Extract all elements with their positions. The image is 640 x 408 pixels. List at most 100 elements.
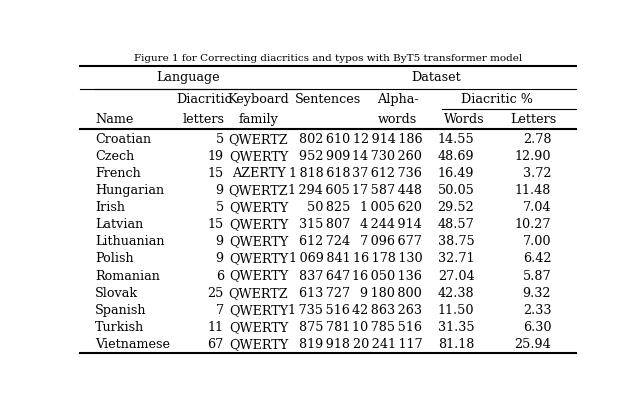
Text: QWERTZ: QWERTZ [228, 287, 289, 300]
Text: QWERTY: QWERTY [229, 150, 288, 163]
Text: Dataset: Dataset [411, 71, 461, 84]
Text: 9: 9 [216, 253, 224, 266]
Text: 9: 9 [216, 184, 224, 197]
Text: QWERTY: QWERTY [229, 218, 288, 231]
Text: Polish: Polish [95, 253, 134, 266]
Text: 29.52: 29.52 [438, 201, 474, 214]
Text: 67: 67 [207, 338, 224, 351]
Text: 802 610: 802 610 [299, 133, 350, 146]
Text: Keyboard: Keyboard [228, 93, 289, 106]
Text: 5: 5 [216, 201, 224, 214]
Text: 819 918: 819 918 [300, 338, 350, 351]
Text: Romanian: Romanian [95, 270, 160, 283]
Text: Turkish: Turkish [95, 321, 144, 334]
Text: Name: Name [95, 113, 133, 126]
Text: AZERTY: AZERTY [232, 167, 285, 180]
Text: 14 730 260: 14 730 260 [353, 150, 422, 163]
Text: 81.18: 81.18 [438, 338, 474, 351]
Text: 10 785 516: 10 785 516 [352, 321, 422, 334]
Text: 875 781: 875 781 [299, 321, 350, 334]
Text: Sentences: Sentences [295, 93, 361, 106]
Text: 6.30: 6.30 [523, 321, 551, 334]
Text: 48.57: 48.57 [438, 218, 474, 231]
Text: Diacritic %: Diacritic % [461, 93, 532, 106]
Text: 1 294 605: 1 294 605 [289, 184, 350, 197]
Text: 11: 11 [208, 321, 224, 334]
Text: 50 825: 50 825 [307, 201, 350, 214]
Text: 15: 15 [207, 167, 224, 180]
Text: 14.55: 14.55 [438, 133, 474, 146]
Text: 38.75: 38.75 [438, 235, 474, 248]
Text: 7 096 677: 7 096 677 [360, 235, 422, 248]
Text: Letters: Letters [511, 113, 557, 126]
Text: QWERTY: QWERTY [229, 321, 288, 334]
Text: 17 587 448: 17 587 448 [352, 184, 422, 197]
Text: 25: 25 [207, 287, 224, 300]
Text: Spanish: Spanish [95, 304, 147, 317]
Text: 9 180 800: 9 180 800 [360, 287, 422, 300]
Text: 42.38: 42.38 [438, 287, 474, 300]
Text: 16 050 136: 16 050 136 [353, 270, 422, 283]
Text: 10.27: 10.27 [515, 218, 551, 231]
Text: QWERTY: QWERTY [229, 235, 288, 248]
Text: Czech: Czech [95, 150, 134, 163]
Text: 27.04: 27.04 [438, 270, 474, 283]
Text: 612 724: 612 724 [299, 235, 350, 248]
Text: 952 909: 952 909 [299, 150, 350, 163]
Text: 11.48: 11.48 [515, 184, 551, 197]
Text: QWERTY: QWERTY [229, 338, 288, 351]
Text: 37 612 736: 37 612 736 [353, 167, 422, 180]
Text: 1 818 618: 1 818 618 [289, 167, 350, 180]
Text: 2.33: 2.33 [523, 304, 551, 317]
Text: Figure 1 for Correcting diacritics and typos with ByT5 transformer model: Figure 1 for Correcting diacritics and t… [134, 54, 522, 63]
Text: QWERTY: QWERTY [229, 270, 288, 283]
Text: letters: letters [183, 113, 225, 126]
Text: 15: 15 [207, 218, 224, 231]
Text: 32.71: 32.71 [438, 253, 474, 266]
Text: 20 241 117: 20 241 117 [353, 338, 422, 351]
Text: 9.32: 9.32 [523, 287, 551, 300]
Text: Diacritic: Diacritic [176, 93, 232, 106]
Text: 6.42: 6.42 [523, 253, 551, 266]
Text: Slovak: Slovak [95, 287, 138, 300]
Text: Lithuanian: Lithuanian [95, 235, 164, 248]
Text: 6: 6 [216, 270, 224, 283]
Text: 1 069 841: 1 069 841 [289, 253, 350, 266]
Text: 5: 5 [216, 133, 224, 146]
Text: 31.35: 31.35 [438, 321, 474, 334]
Text: 3.72: 3.72 [523, 167, 551, 180]
Text: Hungarian: Hungarian [95, 184, 164, 197]
Text: 12.90: 12.90 [515, 150, 551, 163]
Text: 1 005 620: 1 005 620 [360, 201, 422, 214]
Text: 4 244 914: 4 244 914 [360, 218, 422, 231]
Text: 9: 9 [216, 235, 224, 248]
Text: family: family [239, 113, 278, 126]
Text: Vietnamese: Vietnamese [95, 338, 170, 351]
Text: Irish: Irish [95, 201, 125, 214]
Text: 12 914 186: 12 914 186 [353, 133, 422, 146]
Text: Alpha-: Alpha- [376, 93, 419, 106]
Text: French: French [95, 167, 141, 180]
Text: QWERTZ: QWERTZ [228, 133, 289, 146]
Text: QWERTZ: QWERTZ [228, 184, 289, 197]
Text: 11.50: 11.50 [438, 304, 474, 317]
Text: 25.94: 25.94 [515, 338, 551, 351]
Text: Latvian: Latvian [95, 218, 143, 231]
Text: QWERTY: QWERTY [229, 253, 288, 266]
Text: Words: Words [444, 113, 484, 126]
Text: 5.87: 5.87 [523, 270, 551, 283]
Text: 50.05: 50.05 [438, 184, 474, 197]
Text: 16 178 130: 16 178 130 [353, 253, 422, 266]
Text: words: words [378, 113, 417, 126]
Text: QWERTY: QWERTY [229, 304, 288, 317]
Text: Language: Language [156, 71, 220, 84]
Text: 315 807: 315 807 [299, 218, 350, 231]
Text: 19: 19 [208, 150, 224, 163]
Text: QWERTY: QWERTY [229, 201, 288, 214]
Text: 7.04: 7.04 [523, 201, 551, 214]
Text: Croatian: Croatian [95, 133, 151, 146]
Text: 16.49: 16.49 [438, 167, 474, 180]
Text: 42 863 263: 42 863 263 [352, 304, 422, 317]
Text: 1 735 516: 1 735 516 [289, 304, 350, 317]
Text: 613 727: 613 727 [299, 287, 350, 300]
